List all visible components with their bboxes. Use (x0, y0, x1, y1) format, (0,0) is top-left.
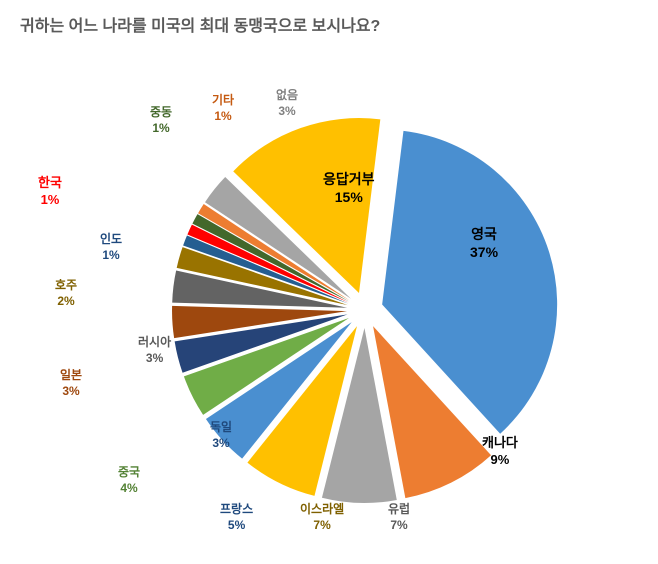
slice-label: 기타1% (212, 93, 234, 124)
slice-percent: 3% (138, 351, 171, 367)
slice-label: 응답거부15% (323, 170, 375, 206)
slice-name: 인도 (100, 232, 122, 248)
slice-percent: 1% (150, 121, 172, 137)
slice-name: 한국 (38, 175, 62, 192)
slice-label: 호주2% (55, 278, 77, 309)
slice-label: 프랑스5% (220, 502, 253, 533)
slice-percent: 3% (276, 104, 298, 120)
slice-label: 인도1% (100, 232, 122, 263)
pie-chart (0, 0, 658, 564)
slice-percent: 1% (100, 248, 122, 264)
slice-label: 한국1% (38, 175, 62, 209)
slice-label: 독일3% (210, 420, 232, 451)
slice-percent: 2% (55, 294, 77, 310)
slice-name: 영국 (470, 225, 498, 243)
slice-name: 없음 (276, 88, 298, 104)
slice-name: 호주 (55, 278, 77, 294)
slice-name: 독일 (210, 420, 232, 436)
slice-label: 중국4% (118, 465, 140, 496)
slice-name: 기타 (212, 93, 234, 109)
slice-name: 중동 (150, 105, 172, 121)
slice-name: 응답거부 (323, 170, 375, 188)
slice-percent: 7% (300, 518, 344, 534)
slice-label: 영국37% (470, 225, 498, 261)
slice-percent: 3% (210, 436, 232, 452)
slice-label: 유럽7% (388, 502, 410, 533)
slice-percent: 37% (470, 243, 498, 261)
slice-label: 이스라엘7% (300, 502, 344, 533)
slice-name: 유럽 (388, 502, 410, 518)
slice-percent: 4% (118, 481, 140, 497)
slice-label: 중동1% (150, 105, 172, 136)
slice-percent: 3% (60, 384, 82, 400)
slice-name: 프랑스 (220, 502, 253, 518)
slice-percent: 7% (388, 518, 410, 534)
slice-percent: 1% (212, 109, 234, 125)
slice-name: 중국 (118, 465, 140, 481)
chart-container: 귀하는 어느 나라를 미국의 최대 동맹국으로 보시나요? 영국37%캐나다9%… (0, 0, 658, 564)
slice-percent: 5% (220, 518, 253, 534)
slice-label: 없음3% (276, 88, 298, 119)
slice-name: 캐나다 (482, 435, 518, 452)
slice-percent: 15% (323, 188, 375, 206)
slice-name: 일본 (60, 368, 82, 384)
slice-label: 캐나다9% (482, 435, 518, 469)
slice-percent: 1% (38, 192, 62, 209)
slice-name: 러시아 (138, 335, 171, 351)
slice-percent: 9% (482, 452, 518, 469)
slice-label: 일본3% (60, 368, 82, 399)
slice-label: 러시아3% (138, 335, 171, 366)
slice-name: 이스라엘 (300, 502, 344, 518)
